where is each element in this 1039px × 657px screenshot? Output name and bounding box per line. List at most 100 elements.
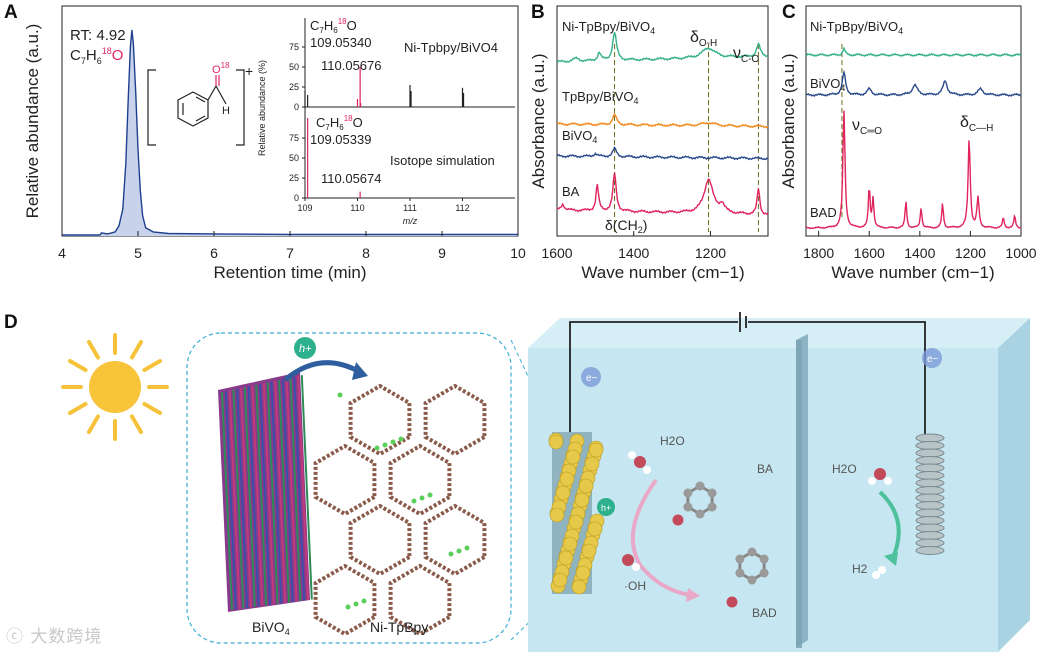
hole-in-cell — [597, 498, 615, 516]
rt-annotation: RT: 4.92 — [70, 27, 126, 44]
inset-bottom-mass2: 110.05674 — [321, 171, 382, 186]
coil-turn — [915, 493, 945, 503]
oh-label: ·OH — [624, 579, 646, 593]
inset-top-mass1: 109.05340 — [310, 35, 371, 50]
crystal-stripe — [297, 375, 309, 601]
inset-x-tick-label: 111 — [403, 203, 417, 213]
cof-ring — [388, 443, 452, 517]
panel-b-series-ba: BA — [562, 184, 580, 199]
sun-ray — [142, 359, 163, 372]
ni-site — [419, 495, 425, 501]
electron-right — [922, 348, 942, 368]
ni-tpbpy-framework — [313, 383, 487, 637]
crystal-stripe — [240, 387, 252, 608]
coil-turn — [915, 501, 945, 510]
h2-label: H2 — [852, 562, 868, 576]
sun-ray — [67, 402, 88, 415]
sun-ray — [87, 414, 100, 435]
inset-top-sample-label: Ni-Tpbpy/BiVO4 — [404, 40, 498, 55]
inset-x-tick-label: 112 — [455, 203, 469, 213]
panel-c-series-line — [805, 110, 1022, 230]
bivo4-crystal — [218, 372, 313, 612]
coil-turn — [915, 448, 945, 458]
panel-c-series-line — [805, 69, 1022, 97]
coating-particle — [571, 579, 587, 595]
panel-b-frame — [556, 5, 769, 237]
coil-turn — [915, 508, 945, 518]
sun-icon — [61, 333, 169, 441]
ni-site — [382, 442, 388, 448]
coil-turn — [915, 538, 945, 548]
electron-left — [581, 367, 601, 387]
carbon-atom — [747, 575, 757, 585]
sun-ray — [87, 339, 100, 360]
panel-c-x-tick-label: 1200 — [955, 245, 986, 261]
ni-site — [448, 551, 454, 557]
panel-b-series-tpbpy: TpBpy/BiVO4 — [562, 89, 639, 106]
panel-b-annot-doh: δO-H — [690, 29, 717, 49]
ni-site — [398, 436, 404, 442]
panel-c-x-tick-label: 1600 — [854, 245, 885, 261]
inset-bottom-sample-label: Isotope simulation — [390, 153, 495, 168]
schematic: h+ BiVO4 Ni-TpBpy e− e− — [61, 312, 1030, 652]
crystal-stripe — [232, 389, 245, 609]
coating-particle — [552, 572, 568, 588]
panel-c-x-tick-label: 1400 — [904, 245, 935, 261]
coating-particle — [555, 485, 571, 501]
panel-b-y-label: Absorbance (a.u.) — [529, 53, 548, 188]
panel-c-frame — [805, 5, 1022, 237]
panel-a-x-ticks: 4 5 6 7 8 9 10 — [58, 231, 526, 261]
crystal-stripe — [262, 383, 275, 605]
coil-turn — [915, 486, 945, 495]
external-circuit — [569, 312, 926, 436]
cof-ring — [388, 563, 452, 637]
panel-a-x-label: Retention time (min) — [213, 263, 366, 282]
carbon-atom — [683, 488, 693, 498]
coil-turn — [915, 531, 945, 540]
coating-particle — [565, 449, 581, 465]
crystal-stripe — [293, 376, 306, 601]
coating-particle — [558, 550, 574, 566]
bivo4-label: BiVO4 — [252, 619, 290, 637]
coil-turn — [915, 441, 945, 450]
water-molecule-left — [628, 451, 651, 474]
hole-transfer-arrow — [283, 360, 362, 382]
h2o-right-label: H2O — [832, 462, 857, 476]
crystal-stripe — [236, 388, 249, 609]
panel-b-series-ni-tpbpy: Ni-TpBpy/BiVO4 — [562, 19, 655, 36]
ba-molecule — [672, 481, 717, 526]
cof-ring — [313, 443, 377, 517]
ni-site — [456, 548, 462, 554]
water-molecule-right — [868, 468, 892, 485]
ni-site — [411, 498, 417, 504]
inset-bottom-y-tick-label: 25 — [289, 173, 299, 183]
inset-bottom-y-tick-label: 75 — [289, 133, 299, 143]
carbon-atom — [759, 568, 769, 578]
sun-ray — [67, 359, 88, 372]
carbon-atom — [759, 554, 769, 564]
cof-ring — [423, 503, 487, 577]
panel-b-annot-vco: νC-O — [733, 45, 760, 65]
panel-c-x-tick-label: 1000 — [1005, 245, 1036, 261]
coil-turn — [915, 463, 945, 473]
crystal-stripe — [255, 384, 268, 606]
cof-ring — [313, 563, 377, 637]
reduction-arrow — [878, 490, 901, 561]
coating-particle — [575, 565, 591, 581]
inset-bottom-y-tick-label: 50 — [289, 153, 299, 163]
crystal-stripe — [285, 378, 298, 602]
coil-turn — [915, 516, 945, 525]
hole-label: h+ — [299, 343, 312, 355]
panel-a-x-tick-label: 5 — [134, 245, 142, 261]
carbon-atom — [695, 481, 705, 491]
oxygen-atom — [672, 514, 684, 526]
panel-a-x-tick-label: 9 — [438, 245, 446, 261]
ni-site — [464, 545, 470, 551]
oxidation-arrow-2 — [638, 563, 691, 597]
panel-a-x-tick-label: 6 — [210, 245, 218, 261]
photoanode-coating — [548, 432, 605, 595]
crystal-stripe — [251, 385, 264, 607]
electrochemical-cell — [528, 318, 1030, 652]
coating-particle — [568, 514, 584, 530]
panel-c-annot-vco: νC═O — [852, 117, 882, 137]
